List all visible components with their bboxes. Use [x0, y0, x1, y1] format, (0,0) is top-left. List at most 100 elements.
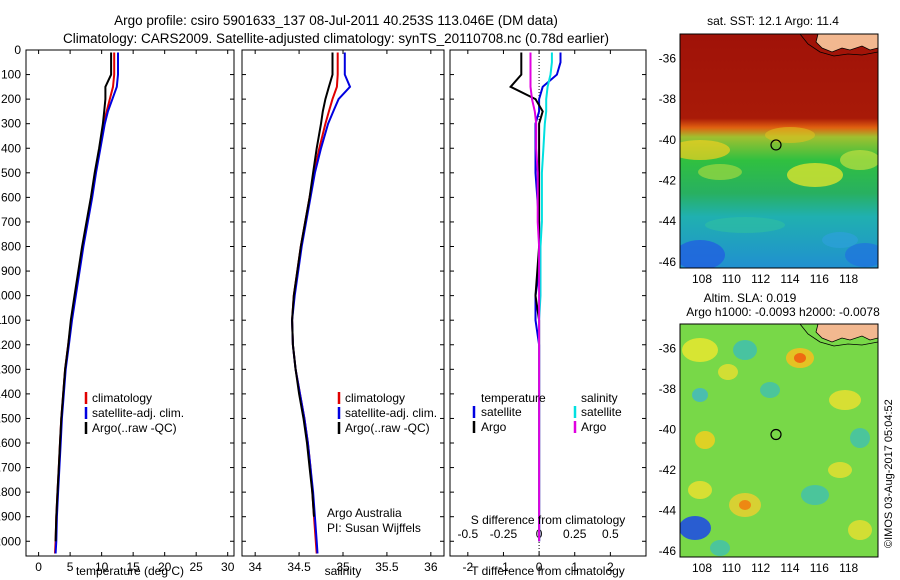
sla-map-lon-tick-label: 116 — [810, 561, 829, 575]
header-line1: Argo profile: csiro 5901633_137 08-Jul-2… — [114, 13, 558, 28]
salinity-tick-label: 34 — [248, 560, 262, 574]
salinity-panel-frame — [241, 49, 445, 557]
legend-header-temperature: temperature — [481, 391, 546, 405]
sla-map-lat-tick-label: -44 — [659, 503, 677, 517]
s-difference-tick-label: 0.25 — [563, 527, 587, 541]
sst-map-lon-tick-label: 116 — [810, 272, 829, 286]
sla-map-lat-tick-label: -38 — [659, 382, 677, 396]
s-difference-tick-label: 0.5 — [602, 527, 619, 541]
copyright-timestamp: ©IMOS 03-Aug-2017 05:04:52 — [883, 399, 895, 548]
sst-blob — [840, 150, 878, 170]
depth-tick-label: 0 — [14, 43, 21, 57]
sst-map-title: sat. SST: 12.1 Argo: 11.4 — [707, 14, 839, 28]
sla-blob — [688, 481, 712, 499]
header-line2: Climatology: CARS2009. Satellite-adjuste… — [63, 31, 609, 46]
annotation-line2: PI: Susan Wijffels — [327, 521, 421, 535]
legend-label-climatology: climatology — [92, 391, 152, 405]
legend-label-satellite: satellite-adj. clim. — [345, 406, 437, 420]
sla-map-lat-tick-label: -40 — [659, 422, 677, 436]
temperature-panel-frame — [25, 49, 235, 557]
sst-map-lat-tick-label: -40 — [659, 133, 677, 147]
t-difference-tick-label: -2 — [462, 560, 473, 574]
sla-blob — [695, 431, 715, 449]
sla-blob — [794, 353, 806, 363]
depth-tick-label: 2000 — [0, 534, 21, 548]
difference-profile-lines — [508, 52, 562, 542]
depth-tick-label: 600 — [1, 190, 21, 204]
depth-tick-label: 1800 — [0, 485, 21, 499]
t-difference-tick-label: 1 — [571, 560, 578, 574]
salinity-tick-label: 36 — [424, 560, 438, 574]
depth-tick-label: 1000 — [0, 289, 21, 303]
depth-tick-label: 1500 — [0, 411, 21, 425]
sla-map-subtitle: Argo h1000: -0.0093 h2000: -0.0078 — [686, 305, 880, 319]
sla-blob — [692, 388, 708, 402]
legend-label-t-argo: Argo — [481, 420, 507, 434]
sla-blob — [850, 428, 870, 448]
legend-header-salinity: salinity — [581, 391, 618, 405]
sla-blob — [760, 382, 780, 398]
depth-tick-label: 900 — [1, 264, 21, 278]
sla-blob — [718, 364, 738, 380]
temperature-legend: climatology satellite-adj. clim. Argo(..… — [84, 391, 184, 435]
temperature-tick-label: 25 — [190, 560, 204, 574]
sla-blob — [710, 540, 730, 556]
sst-blob — [845, 243, 878, 267]
sla-blob — [682, 338, 718, 362]
argo-float-marker — [770, 139, 782, 151]
salinity-tick-label: 34.5 — [287, 560, 311, 574]
legend-label-satellite: satellite-adj. clim. — [92, 406, 184, 420]
land-mass — [815, 34, 878, 53]
legend-label-t-satellite: satellite — [481, 405, 522, 419]
temperature-tick-label: 0 — [35, 560, 42, 574]
depth-tick-label: 800 — [1, 240, 21, 254]
temperature-profile-lines — [54, 52, 119, 554]
salinity-tick-label: 35.5 — [375, 560, 399, 574]
depth-tick-label: 1200 — [0, 338, 21, 352]
depth-tick-label: 100 — [1, 68, 21, 82]
sla-map-lon-tick-label: 110 — [722, 561, 741, 575]
difference-legend: temperature salinity satellite Argo sate… — [472, 391, 622, 434]
depth-tick-label: 1700 — [0, 461, 21, 475]
sla-blob — [848, 520, 872, 540]
sla-map-lon-tick-label: 108 — [692, 561, 712, 575]
difference-panel-frame — [449, 49, 647, 557]
sst-map-field — [680, 34, 878, 268]
sla-map-lon-tick-label: 118 — [839, 561, 858, 575]
sla-blob — [739, 500, 751, 510]
sla-map-lon-tick-label: 112 — [751, 561, 770, 575]
t-difference-tick-label: 0 — [536, 560, 543, 574]
depth-tick-label: 1400 — [0, 387, 21, 401]
sla-blob — [680, 516, 711, 540]
sst-blob — [765, 127, 815, 143]
salinity-profile-lines — [291, 52, 352, 554]
sst-map-frame — [679, 33, 879, 269]
temperature-tick-label: 30 — [221, 560, 235, 574]
salinity-series-line — [291, 52, 334, 517]
sst-map-lat-tick-label: -42 — [659, 174, 677, 188]
sla-map-lon-tick-label: 114 — [780, 561, 799, 575]
s-difference-axis-label: S difference from climatology — [471, 513, 626, 527]
s-difference-tick-label: -0.5 — [457, 527, 478, 541]
depth-tick-label: 1100 — [0, 313, 21, 327]
sla-blob — [828, 462, 852, 478]
legend-label-s-satellite: satellite — [581, 405, 622, 419]
depth-tick-label: 400 — [1, 141, 21, 155]
sst-blob — [705, 217, 785, 233]
sla-map-frame — [679, 323, 879, 558]
t-difference-tick-label: -1 — [498, 560, 509, 574]
sla-map-lat-tick-label: -36 — [659, 341, 677, 355]
sst-map-lon-tick-label: 112 — [751, 272, 770, 286]
legend-label-climatology: climatology — [345, 391, 405, 405]
sst-map-lat-tick-label: -38 — [659, 92, 677, 106]
sla-map-lat-tick-label: -46 — [659, 544, 677, 558]
s-difference-tick-label: -0.25 — [490, 527, 518, 541]
sst-map-lon-tick-label: 108 — [692, 272, 712, 286]
salinity-axis-label: salinity — [325, 564, 362, 578]
salinity-tick-label: 35 — [336, 560, 350, 574]
depth-tick-label: 1300 — [0, 362, 21, 376]
depth-tick-label: 1600 — [0, 436, 21, 450]
legend-label-argo: Argo(..raw -QC) — [92, 421, 177, 435]
depth-tick-label: 300 — [1, 117, 21, 131]
